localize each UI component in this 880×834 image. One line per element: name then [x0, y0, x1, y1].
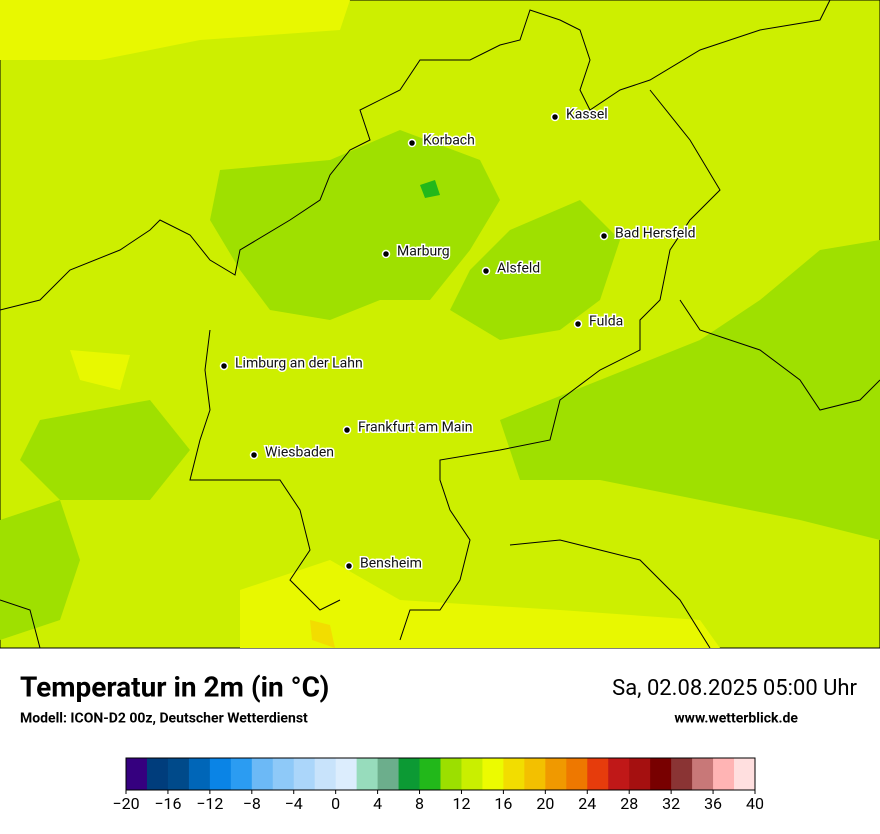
yellow-area: [70, 350, 130, 390]
colorbar-tick-label: 28: [620, 794, 638, 813]
colorbar-tick-label: −12: [196, 794, 223, 813]
colorbar-swatch: [419, 758, 441, 790]
city-dot: [344, 561, 354, 571]
date: Sa, 02.08.2025 05:00 Uhr: [612, 676, 857, 701]
colorbar-swatch: [146, 758, 169, 790]
colorbar-swatch: [503, 758, 525, 790]
colorbar-swatch: [671, 758, 693, 790]
colorbar-swatch: [608, 758, 630, 790]
city-label: Wiesbaden: [265, 445, 334, 461]
title: Temperatur in 2m (in °C): [20, 670, 329, 703]
colorbar-swatch: [524, 758, 546, 790]
website: www.wetterblick.de: [674, 711, 798, 727]
colorbar-swatch: [650, 758, 672, 790]
colorbar-tick-label: −20: [112, 794, 139, 813]
city-dot: [407, 138, 417, 148]
city-layer: Kassel Korbach Bad Hersfeld Marburg Alsfeld F…: [219, 105, 697, 573]
border-line: [0, 0, 831, 311]
colorbar-swatch: [188, 758, 211, 790]
warm-green-area: [0, 500, 80, 640]
city-label: Bensheim: [360, 556, 422, 572]
city-dot: [550, 112, 560, 122]
border-line: [399, 89, 721, 641]
colorbar-tick-label: −8: [243, 794, 261, 813]
colorbar-swatch: [566, 758, 588, 790]
warm-green-area: [20, 400, 190, 500]
colorbar-tick-label: 4: [373, 794, 382, 813]
colorbar-swatch: [230, 758, 253, 790]
city-label: Kassel: [566, 107, 608, 123]
city-label: Korbach: [423, 133, 475, 149]
colorbar-tick-label: −4: [285, 794, 303, 813]
city-dot: [219, 361, 229, 371]
city-label: Limburg an der Lahn: [235, 356, 363, 372]
colorbar-swatch: [440, 758, 462, 790]
colorbar-swatch: [377, 758, 400, 790]
border-line: [0, 599, 41, 649]
city-label: Bad Hersfeld: [615, 226, 696, 242]
colorbar-swatch: [356, 758, 379, 790]
colorbar-swatch: [272, 758, 295, 790]
colorbar-frame: [125, 757, 756, 791]
borders: [0, 0, 880, 649]
colorbar-tick-label: 16: [494, 794, 512, 813]
city-dot: [381, 249, 391, 259]
colorbar-swatch: [629, 758, 651, 790]
colorbar-tick-label: 12: [452, 794, 470, 813]
map: Kassel Korbach Bad Hersfeld Marburg Alsfeld F…: [0, 0, 880, 649]
colorbar-swatch: [734, 758, 756, 790]
orange-spot: [310, 620, 335, 648]
colorbar-swatch: [713, 758, 735, 790]
colorbar-swatch: [251, 758, 274, 790]
colorbar-swatch: [692, 758, 714, 790]
colorbar-swatch: [587, 758, 609, 790]
colorbar-swatch: [167, 758, 190, 790]
city-dot: [599, 231, 609, 241]
city-dot: [481, 266, 491, 276]
colorbar-swatch: [482, 758, 504, 790]
colorbar-tick-label: −16: [154, 794, 181, 813]
colorbar-tick-label: 20: [536, 794, 554, 813]
colorbar-tick-label: 0: [331, 794, 340, 813]
colorbar-swatch: [209, 758, 232, 790]
colorbar-tick-label: 32: [662, 794, 680, 813]
city-dot: [573, 319, 583, 329]
colorbar-swatch: [335, 758, 358, 790]
colorbar-swatch: [293, 758, 316, 790]
border-line: [679, 299, 880, 411]
colorbar-swatch: [126, 758, 148, 790]
subtitle: Modell: ICON-D2 00z, Deutscher Wetterdie…: [20, 711, 308, 727]
border-line: [189, 329, 341, 611]
colorbar-tick-label: 36: [704, 794, 722, 813]
colorbar-swatch: [314, 758, 337, 790]
border-line: [509, 539, 711, 649]
warm-green-area: [210, 130, 500, 320]
city-label: Alsfeld: [497, 261, 540, 277]
city-label: Marburg: [397, 244, 450, 260]
colorbar-swatch: [461, 758, 483, 790]
warm-green-area: [450, 200, 620, 340]
colorbar-tick-label: 8: [415, 794, 424, 813]
yellow-area: [0, 0, 350, 60]
colorbar: −20 −16 −12 −8 −4 0 4 8 12 16 20 24 28 32 36 40: [112, 757, 764, 813]
warm-green-area: [500, 240, 880, 540]
colorbar-swatch: [545, 758, 567, 790]
city-label: Frankfurt am Main: [358, 420, 473, 436]
city-dot: [249, 450, 259, 460]
city-dot: [342, 425, 352, 435]
colorbar-swatch: [398, 758, 421, 790]
green-spot: [420, 180, 440, 198]
city-label: Fulda: [589, 314, 623, 330]
yellow-area: [240, 560, 720, 648]
colorbar-tick-label: 24: [578, 794, 596, 813]
colorbar-tick-label: 40: [746, 794, 764, 813]
